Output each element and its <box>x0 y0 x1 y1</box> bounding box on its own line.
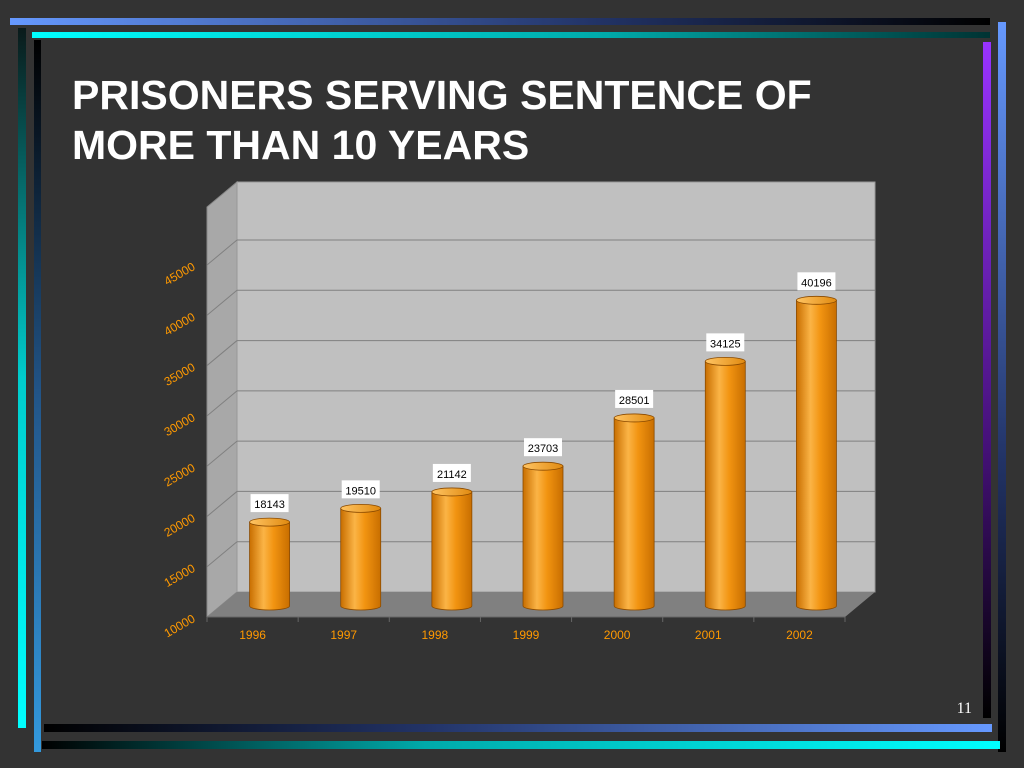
data-label-box <box>524 438 562 457</box>
gridline-side <box>206 491 238 517</box>
bar-top <box>431 487 473 497</box>
frame-line-left-inner <box>34 40 41 752</box>
data-label: 19510 <box>345 485 376 497</box>
bar <box>340 507 382 611</box>
data-label: 34125 <box>710 338 741 350</box>
data-label: 23703 <box>528 443 559 455</box>
x-tick-label: 2000 <box>604 628 631 642</box>
x-tick-label: 2002 <box>786 628 813 642</box>
y-tick-label: 45000 <box>162 259 198 288</box>
x-tick-label: 1996 <box>239 628 266 642</box>
bar <box>704 360 746 611</box>
data-label-box <box>341 480 380 499</box>
frame-line-bottom-outer <box>44 724 992 732</box>
bar <box>522 465 564 611</box>
bar-top <box>704 356 746 366</box>
y-tick-label: 10000 <box>162 611 198 640</box>
data-label-box <box>706 333 745 352</box>
gridline-side <box>206 541 238 568</box>
bar <box>796 299 837 611</box>
gridline-side <box>206 390 238 417</box>
x-tick-label: 1999 <box>513 628 540 642</box>
data-label-box <box>432 463 471 482</box>
frame-line-left-outer <box>18 28 26 728</box>
bar <box>249 521 290 611</box>
data-label: 40196 <box>801 277 832 289</box>
slide-title: PRISONERS SERVING SENTENCE OF MORE THAN … <box>72 72 812 168</box>
bar-top <box>796 295 837 305</box>
frame-line-top-inner <box>32 32 990 38</box>
data-label-box <box>797 272 836 291</box>
bar-top <box>522 461 564 471</box>
y-tick-label: 15000 <box>162 561 198 590</box>
frame-line-right-outer <box>983 42 991 718</box>
y-tick-label: 30000 <box>162 410 198 439</box>
gridline-side <box>206 289 238 316</box>
bar <box>613 417 655 611</box>
frame-line-bottom-inner <box>42 741 1000 749</box>
frame-line-top-outer <box>10 18 990 25</box>
frame-line-right-inner <box>998 22 1006 752</box>
gridline-side <box>206 440 238 467</box>
x-tick-label: 2001 <box>695 628 722 642</box>
bar-top <box>249 517 290 527</box>
data-label: 21142 <box>437 469 467 481</box>
gridline-side <box>206 340 238 366</box>
data-label: 28501 <box>619 395 650 407</box>
y-tick-label: 20000 <box>162 511 198 540</box>
page-number: 11 <box>956 700 972 717</box>
data-label-box <box>250 494 289 513</box>
bar-top <box>613 413 655 423</box>
chart-side-wall <box>206 180 238 619</box>
x-tick-label: 1998 <box>422 628 449 642</box>
bar <box>431 491 473 611</box>
y-tick-label: 40000 <box>162 310 198 339</box>
data-label: 18143 <box>254 499 285 511</box>
bar-top <box>340 503 382 513</box>
y-tick-label: 25000 <box>162 460 198 489</box>
x-tick-label: 1997 <box>330 628 357 642</box>
gridline-side <box>206 239 238 266</box>
data-label-box <box>615 389 654 408</box>
y-tick-label: 35000 <box>162 360 198 389</box>
